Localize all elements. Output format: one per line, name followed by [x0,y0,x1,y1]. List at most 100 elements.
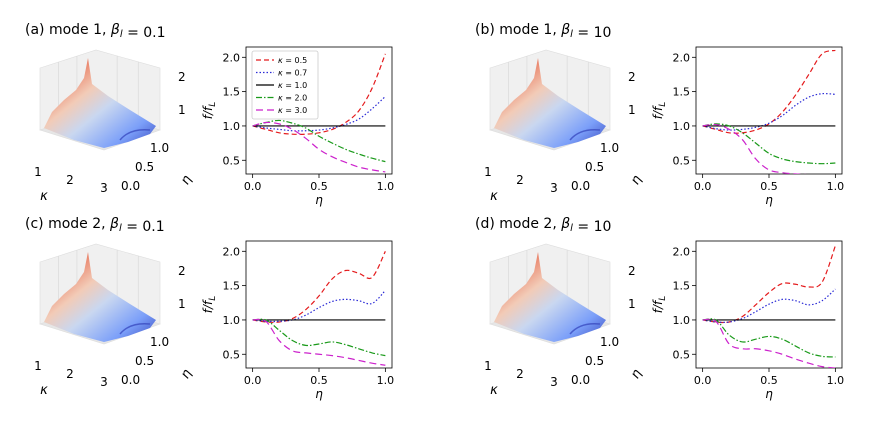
surface-kappa-tick: 3 [550,181,558,195]
line-chart: 0.0 0.5 1.00.51.01.52.0ηf/fL [651,46,845,207]
surface-kappa-tick: 1 [34,165,42,179]
series-line-2-0 [702,123,836,165]
surface-plot: 2 1 1.0 0.5 0.0 η 1 2 3 κ [484,243,645,398]
legend-label: κ = 2.0 [278,94,307,103]
surface-kappa-tick: 3 [100,181,108,195]
legend-label: κ = 0.5 [278,56,307,65]
series-line-0-5 [252,53,386,135]
surface-eta-tick: 1.0 [150,141,169,155]
panel-title: (d) mode 2, βl = 10 [475,216,611,235]
x-axis-label: η [315,387,323,401]
surface-eta-tick: 0.5 [585,160,604,174]
surface-mesh [44,58,156,148]
surface-z-tick: 2 [628,264,636,278]
surface-eta-tick: 0.5 [135,160,154,174]
y-tick-label: 1.5 [673,86,691,99]
x-tick-label: 0.5 [760,180,778,193]
legend: κ = 0.5 κ = 0.7 κ = 1.0 κ = 2.0 κ = 3.0 [251,50,319,120]
surface-eta-tick: 0.0 [571,179,590,193]
surface-z-tick: 1 [178,297,186,311]
surface-z-tick: 1 [178,103,186,117]
y-tick-label: 1.0 [673,120,691,133]
surface-ridge [569,322,601,335]
surface-eta-tick: 1.0 [150,335,169,349]
panel-title: (c) mode 2, βl = 0.1 [25,216,165,235]
y-tick-label: 0.5 [673,348,691,361]
series-line-0-7 [702,92,836,131]
surface-kappa-tick: 3 [100,375,108,389]
y-tick-label: 1.5 [223,86,241,99]
x-tick-label: 0.0 [244,374,262,387]
y-axis-label: f/fL [201,102,218,120]
surface-kappa-tick: 1 [484,359,492,373]
y-axis-label: f/fL [201,296,218,314]
surface-kappa-tick: 2 [516,367,524,381]
y-tick-label: 0.5 [673,154,691,167]
legend-label: κ = 0.7 [278,69,307,78]
x-tick-label: 0.0 [694,180,712,193]
surface-eta-tick: 0.0 [571,373,590,387]
surface-eta-label: η [628,173,645,188]
x-tick-label: 0.0 [244,180,262,193]
y-axis-label: f/fL [651,102,668,120]
surface-z-tick: 2 [178,264,186,278]
series-line-0-5 [702,245,836,324]
y-tick-label: 2.0 [673,51,691,64]
surface-plot: 2 1 1.0 0.5 0.0 η 1 2 3 κ [34,243,195,398]
series-lines [252,251,386,366]
legend-label: κ = 3.0 [278,106,307,115]
plot-area [245,240,393,369]
surface-plot: 2 1 1.0 0.5 0.0 η 1 2 3 κ [34,49,195,204]
series-line-2-0 [252,119,386,163]
surface-ridge [119,322,151,335]
surface-eta-tick: 0.5 [135,354,154,368]
series-line-3-0 [252,318,386,366]
panel-title: (b) mode 1, βl = 10 [475,22,611,41]
plot-area [695,46,843,175]
legend-label: κ = 1.0 [278,81,307,90]
surface-kappa-tick: 1 [34,359,42,373]
y-tick-label: 1.5 [673,280,691,293]
surface-eta-label: η [178,173,195,188]
surface-kappa-label: κ [490,189,498,204]
y-tick-label: 0.5 [223,154,241,167]
surface-mesh [494,58,606,148]
x-tick-label: 1.0 [377,374,395,387]
series-lines [702,49,836,174]
surface-kappa-tick: 2 [66,173,74,187]
surface-eta-tick: 0.0 [121,373,140,387]
series-lines [702,245,836,368]
y-tick-label: 0.5 [223,348,241,361]
y-tick-label: 2.0 [223,51,241,64]
y-tick-label: 2.0 [223,245,241,258]
surface-mesh [494,252,606,342]
series-line-0-7 [702,288,836,323]
y-tick-label: 1.5 [223,280,241,293]
line-chart: 0.0 0.5 1.00.51.01.52.0ηf/fL [651,240,844,401]
y-tick-label: 1.0 [223,314,241,327]
surface-kappa-tick: 2 [66,367,74,381]
series-line-0-7 [252,95,386,132]
legend-box [251,50,319,120]
surface-z-tick: 1 [628,297,636,311]
surface-z-tick: 2 [628,70,636,84]
x-tick-label: 0.5 [310,374,328,387]
series-line-2-0 [702,318,836,358]
surface-eta-tick: 1.0 [600,141,619,155]
x-axis-label: η [765,387,773,401]
x-tick-label: 1.0 [827,180,845,193]
surface-mesh [44,252,156,342]
surface-eta-tick: 1.0 [600,335,619,349]
line-chart: 0.0 0.5 1.00.51.01.52.0ηf/fLκ = 0.5κ = 0.7… [201,46,394,207]
surface-kappa-tick: 3 [550,375,558,389]
series-line-3-0 [702,123,808,174]
surface-eta-label: η [178,367,195,382]
y-tick-label: 1.0 [673,314,691,327]
series-line-0-5 [702,49,836,134]
surface-eta-label: η [628,367,645,382]
surface-eta-tick: 0.0 [121,179,140,193]
series-line-3-0 [702,318,836,368]
